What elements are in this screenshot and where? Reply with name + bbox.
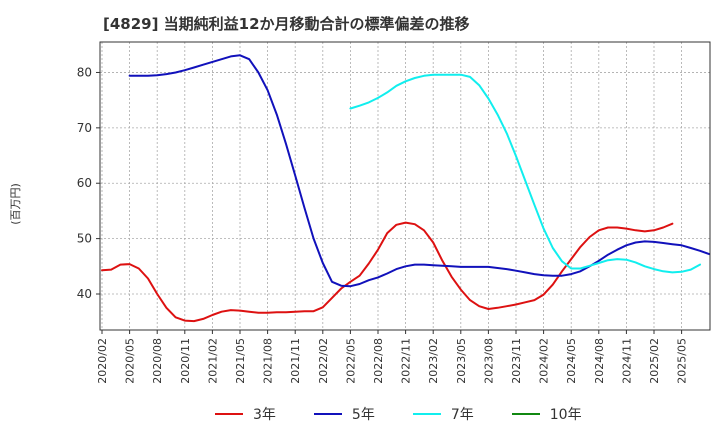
x-tick-label: 2023/02 — [427, 338, 440, 384]
legend-label: 3年 — [253, 407, 276, 423]
y-tick-label: 70 — [77, 121, 92, 135]
legend-item: 3年 — [215, 404, 276, 424]
series-line-2 — [349, 73, 701, 274]
x-tick-label: 2020/11 — [179, 338, 192, 384]
x-tick-label: 2022/05 — [344, 338, 357, 384]
y-tick-label: 40 — [77, 287, 92, 301]
y-tick-label: 80 — [77, 65, 92, 79]
x-tick-label: 2021/08 — [262, 338, 275, 384]
x-tick-label: 2022/02 — [317, 338, 330, 384]
series-lines — [101, 54, 711, 323]
legend-item: 7年 — [412, 404, 474, 424]
x-tick-label: 2024/08 — [593, 338, 606, 384]
x-tick-label: 2021/11 — [289, 338, 302, 384]
plot-frame — [99, 41, 711, 331]
x-tick-label: 2021/02 — [206, 338, 219, 384]
chart-title: [4829] 当期純利益12か月移動合計の標準偏差の推移 — [103, 15, 470, 33]
y-tick-label: 50 — [77, 232, 92, 246]
x-tick-label: 2025/05 — [676, 338, 689, 384]
legend-swatch — [215, 413, 243, 415]
x-tick-label: 2024/02 — [538, 338, 551, 384]
axis-ticks: 2020/02 2020/05 2020/08 2020/11 2021/02 2021/… — [77, 65, 689, 383]
legend-label: 10年 — [549, 407, 582, 423]
x-tick-label: 2024/11 — [620, 338, 633, 384]
grid-lines — [100, 42, 710, 330]
legend-item: 10年 — [511, 404, 582, 424]
x-tick-label: 2020/08 — [151, 338, 164, 384]
x-tick-label: 2023/08 — [482, 338, 495, 384]
legend-swatch — [412, 413, 441, 415]
x-tick-label: 2021/05 — [234, 338, 247, 384]
y-tick-label: 60 — [77, 176, 92, 190]
x-tick-label: 2024/05 — [565, 338, 578, 384]
legend-swatch — [511, 413, 540, 415]
legend-label: 5年 — [351, 407, 375, 423]
x-tick-label: 2023/11 — [510, 338, 523, 384]
series-line-0 — [101, 221, 674, 323]
legend-label: 7年 — [450, 407, 474, 423]
x-tick-label: 2023/05 — [455, 338, 468, 384]
series-line-1 — [128, 54, 711, 288]
legend-swatch — [313, 413, 342, 415]
x-tick-label: 2022/11 — [400, 338, 413, 384]
x-tick-label: 2025/02 — [648, 338, 661, 384]
x-tick-label: 2022/08 — [372, 338, 385, 384]
x-tick-label: 2020/02 — [96, 338, 109, 384]
x-tick-label: 2020/05 — [124, 338, 137, 384]
legend-item: 5年 — [313, 404, 375, 424]
legend: 3年 5年 7年 10年 — [215, 404, 620, 424]
